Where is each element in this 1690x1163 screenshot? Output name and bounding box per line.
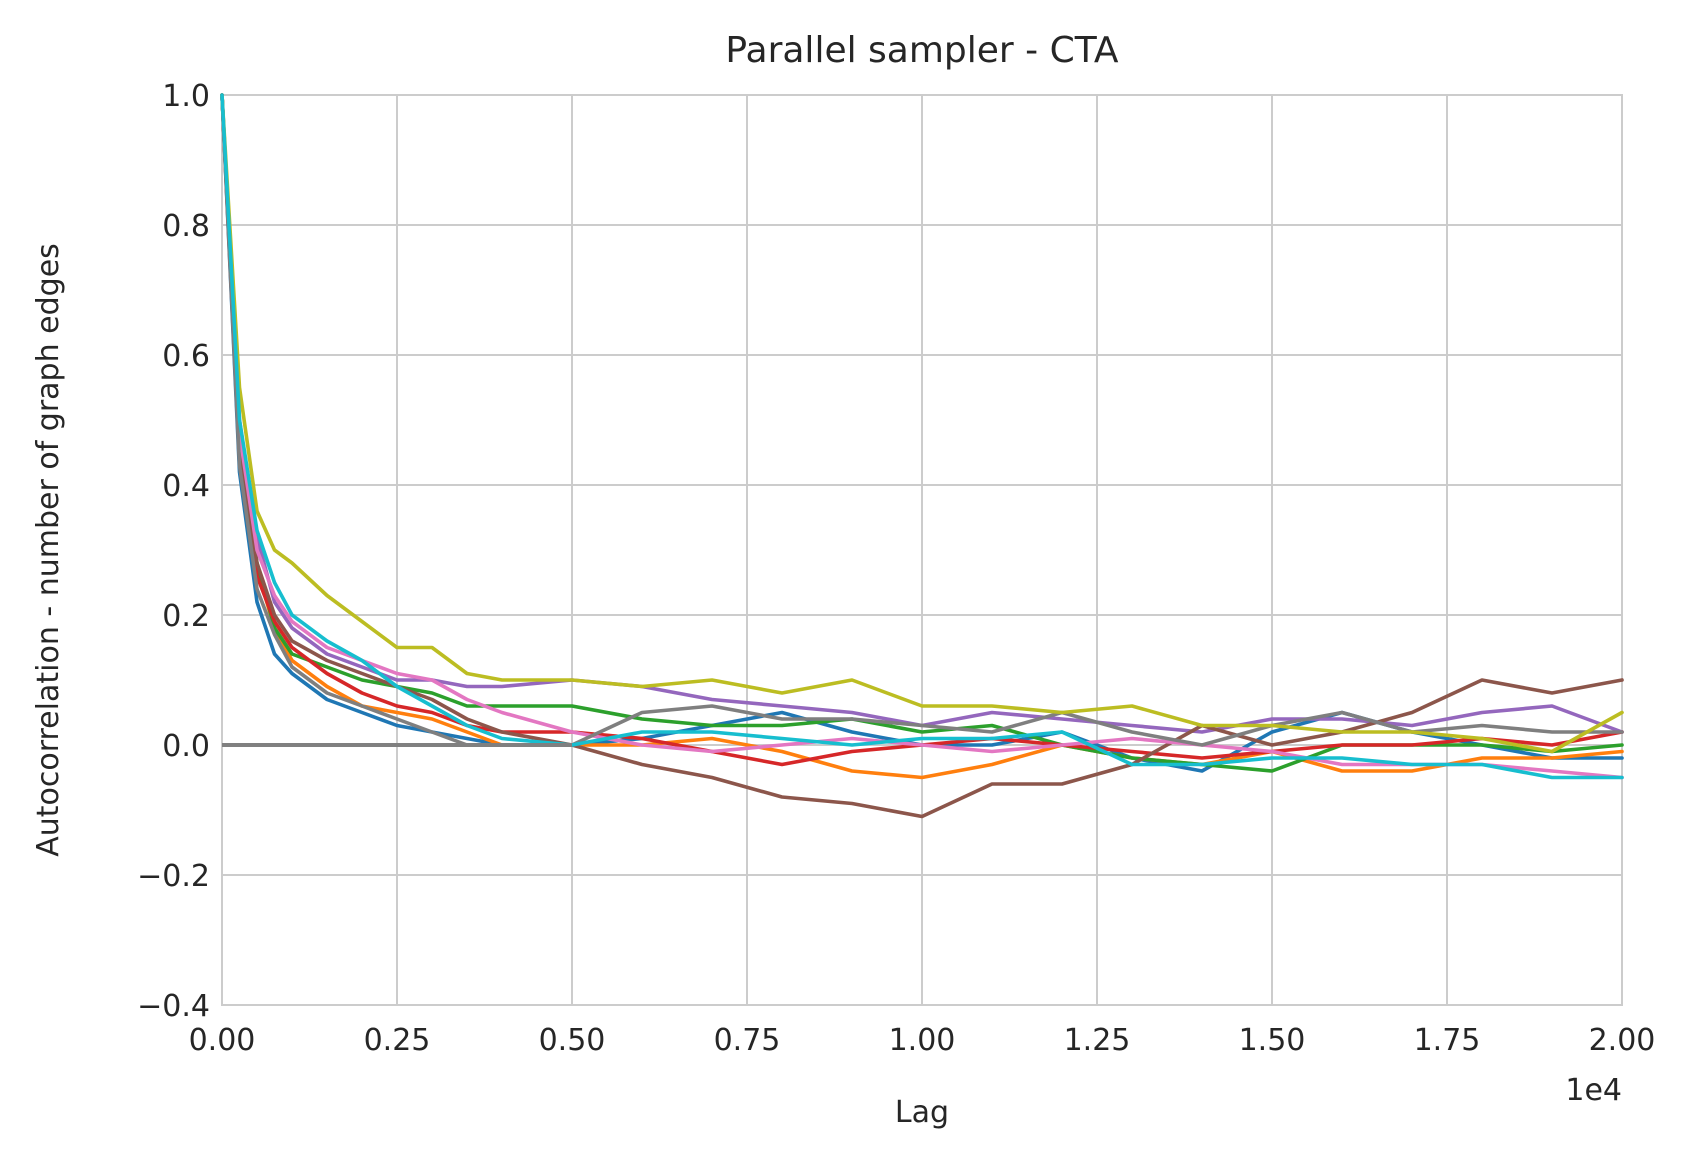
series-line-6 bbox=[220, 93, 1624, 819]
x-tick-label: 0.25 bbox=[364, 1023, 431, 1058]
y-tick-label: 1.0 bbox=[162, 79, 210, 114]
x-tick-label: 2.00 bbox=[1589, 1023, 1656, 1058]
chart-title: Parallel sampler - CTA bbox=[725, 30, 1119, 71]
y-tick-label: 0.4 bbox=[162, 469, 210, 504]
x-tick-label: 0.00 bbox=[189, 1023, 256, 1058]
grid bbox=[221, 94, 1623, 1006]
y-tick-label: −0.2 bbox=[137, 859, 210, 894]
x-tick-label: 1.25 bbox=[1064, 1023, 1131, 1058]
y-tick-label: 0.8 bbox=[162, 209, 210, 244]
series-line-10 bbox=[220, 93, 1624, 780]
x-axis-label: Lag bbox=[895, 1095, 949, 1130]
x-tick-label: 1.00 bbox=[889, 1023, 956, 1058]
y-tick-labels: −0.4 −0.2 0.0 0.2 0.4 0.6 0.8 1.0 bbox=[137, 79, 210, 1024]
y-tick-label: −0.4 bbox=[137, 989, 210, 1024]
x-tick-label: 1.75 bbox=[1414, 1023, 1481, 1058]
x-tick-labels: 0.00 0.25 0.50 0.75 1.00 1.25 1.50 1.75 2.00 bbox=[189, 1023, 1656, 1058]
x-axis-offset-text: 1e4 bbox=[1565, 1073, 1622, 1108]
series-line-2 bbox=[220, 93, 1624, 780]
x-tick-label: 0.75 bbox=[714, 1023, 781, 1058]
plot-frame bbox=[221, 94, 1623, 1006]
series-line-7 bbox=[220, 93, 1624, 780]
y-tick-label: 0.6 bbox=[162, 339, 210, 374]
series-group bbox=[220, 93, 1624, 819]
y-tick-label: 0.0 bbox=[162, 729, 210, 764]
series-line-9 bbox=[220, 93, 1624, 754]
y-tick-label: 0.2 bbox=[162, 599, 210, 634]
series-line-8 bbox=[220, 93, 1624, 747]
series-line-5 bbox=[220, 93, 1624, 734]
x-tick-label: 0.50 bbox=[539, 1023, 606, 1058]
y-axis-label: Autocorrelation - number of graph edges bbox=[31, 243, 66, 857]
x-tick-label: 1.50 bbox=[1239, 1023, 1306, 1058]
